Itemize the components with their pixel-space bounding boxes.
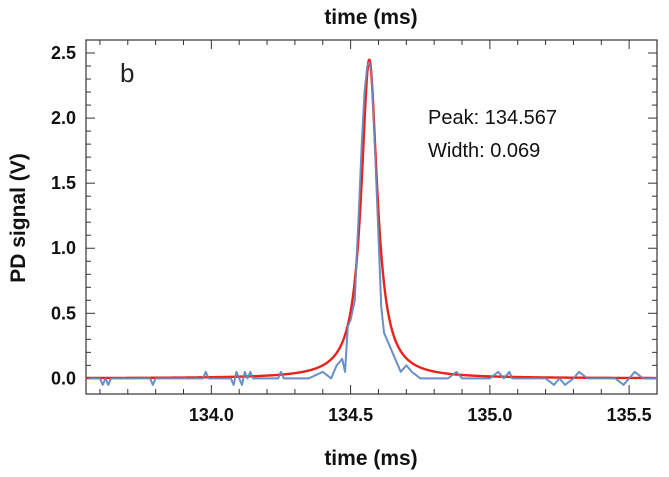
y-axis-title: PD signal (V) [7,153,30,283]
x-tick-label: 135.0 [467,405,512,425]
annotation-width: Width: 0.069 [428,140,540,162]
y-tick-label: 2.5 [51,43,76,63]
y-tick-label: 1.5 [51,173,76,193]
x-tick-label: 135.5 [607,405,652,425]
panel-label: b [120,58,134,88]
x-axis-title: time (ms) [324,447,417,470]
y-tick-label: 2.0 [51,108,76,128]
x-tick-label: 134.0 [189,405,234,425]
axis-ticks: 134.0 134.5 135.0 135.5 0.0 0.5 1.0 1.5 2.0 2.5 [51,40,658,425]
top-axis-title: time (ms) [324,6,417,29]
plot-frame [85,39,658,395]
y-tick-label: 0.0 [51,368,76,388]
y-tick-label: 1.0 [51,238,76,258]
series-measured-overlay [88,61,657,386]
series-layer [85,58,658,386]
y-tick-label: 0.5 [51,303,76,323]
annotation-peak: Peak: 134.567 [428,107,557,129]
x-tick-label: 134.5 [328,405,373,425]
series-fit-line [85,58,658,380]
